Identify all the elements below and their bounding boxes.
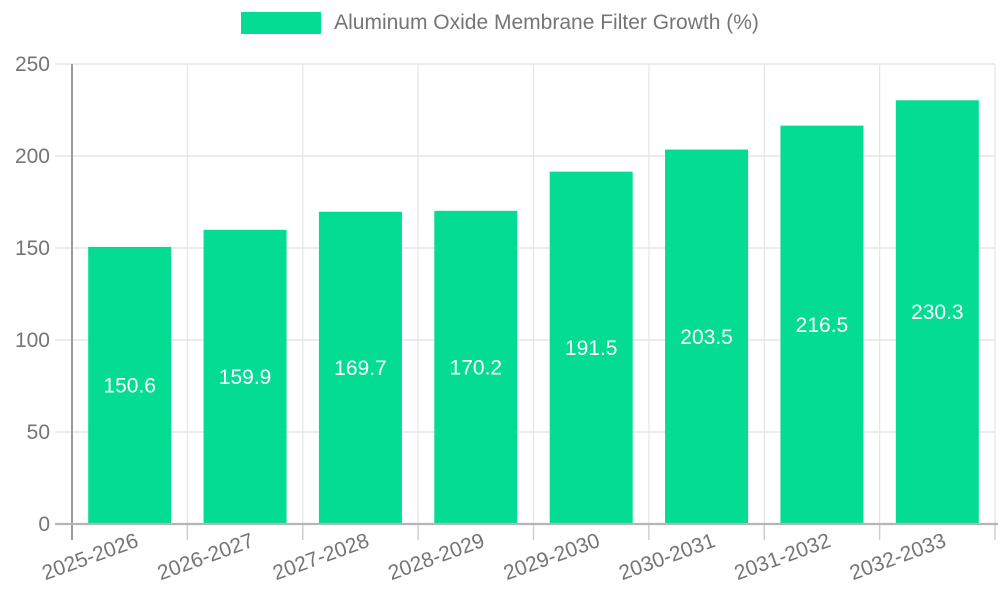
- x-tick-label: 2027-2028: [270, 529, 372, 585]
- x-tick-label: 2031-2032: [731, 529, 833, 585]
- chart-legend: Aluminum Oxide Membrane Filter Growth (%…: [0, 0, 1000, 46]
- y-tick-label: 200: [15, 145, 50, 168]
- x-tick-label: 2028-2029: [385, 529, 487, 585]
- legend-label: Aluminum Oxide Membrane Filter Growth (%…: [334, 11, 759, 34]
- y-tick-label: 0: [38, 513, 50, 536]
- x-tick-label: 2026-2027: [155, 529, 257, 585]
- x-tick-label: 2032-2033: [847, 529, 949, 585]
- bar-value-label: 169.7: [334, 357, 387, 380]
- bar-value-label: 191.5: [565, 337, 618, 360]
- x-tick-label: 2025-2026: [39, 529, 141, 585]
- bar-2029-2030: [549, 171, 633, 524]
- bar-2027-2028: [318, 211, 402, 524]
- y-tick-label: 100: [15, 329, 50, 352]
- x-tick-label: 2029-2030: [501, 529, 603, 585]
- bar-2031-2032: [780, 125, 864, 524]
- y-tick-label: 150: [15, 237, 50, 260]
- bar-value-label: 150.6: [103, 374, 156, 397]
- bar-value-label: 230.3: [911, 301, 964, 324]
- bar-2026-2027: [203, 229, 287, 524]
- y-tick-label: 50: [27, 421, 50, 444]
- x-tick-label: 2030-2031: [616, 529, 718, 585]
- bar-2028-2029: [434, 210, 518, 524]
- legend-swatch: [241, 12, 322, 34]
- bar-2025-2026: [88, 246, 172, 524]
- bar-value-label: 216.5: [796, 314, 849, 337]
- bar-value-label: 203.5: [680, 326, 733, 349]
- bar-2030-2031: [665, 149, 749, 524]
- bar-value-label: 170.2: [450, 356, 503, 379]
- y-tick-label: 250: [15, 53, 50, 76]
- bar-2032-2033: [895, 100, 979, 525]
- bar-value-label: 159.9: [219, 366, 272, 389]
